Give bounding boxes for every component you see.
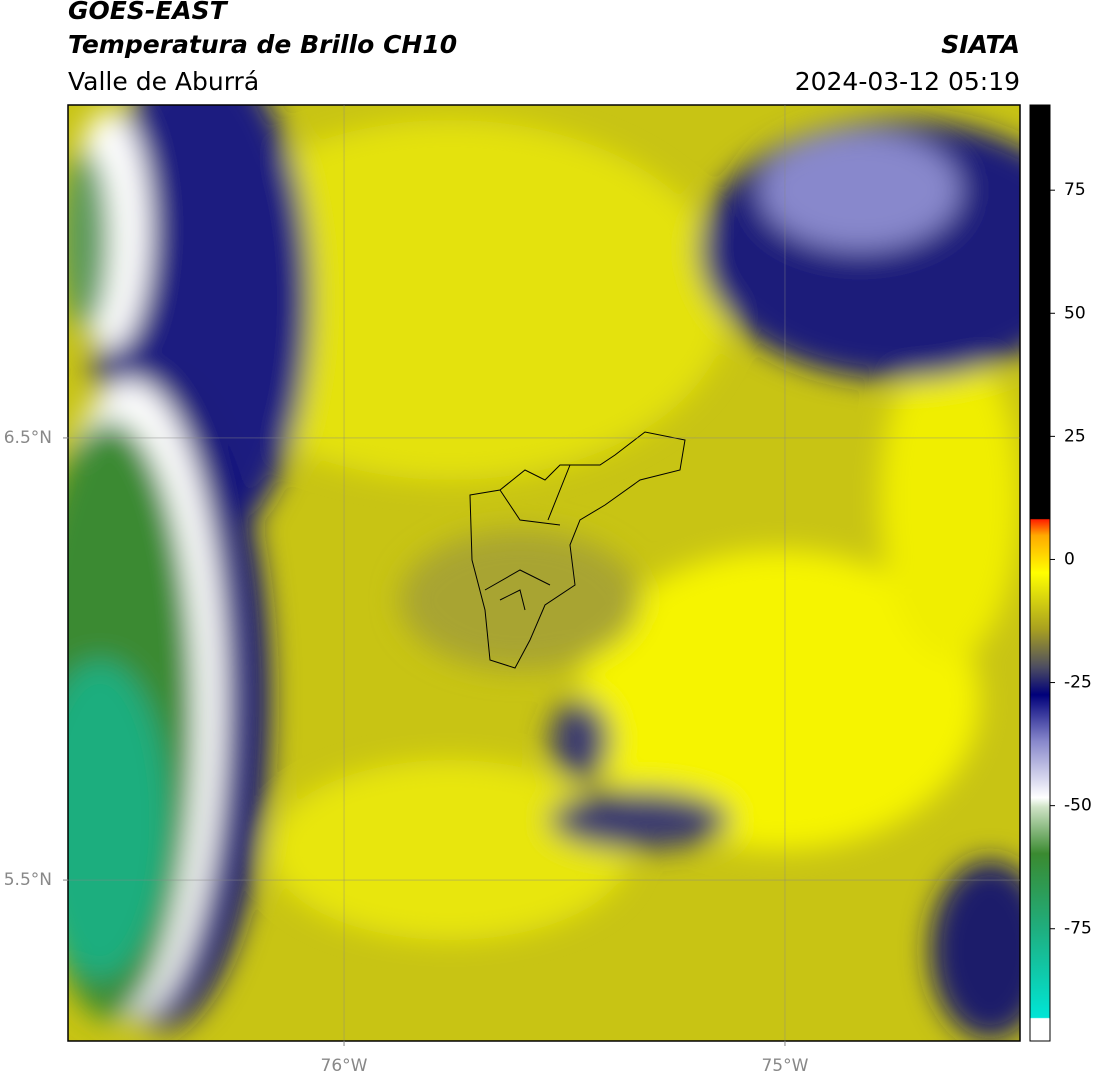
datetime: 2024-03-12 05:19 [795,67,1020,96]
colorbar-tick-label: 75 [1064,180,1086,200]
x-tick-label: 76°W [321,1056,368,1076]
colorbar-tick-label: 50 [1064,303,1086,323]
colorbar-tick-label: -75 [1064,919,1092,939]
map-image [68,105,1020,1041]
map-frame [67,104,1021,1042]
colorbar-tick-label: -50 [1064,796,1092,816]
colorbar [1029,104,1051,1042]
colorbar-tick-label: 25 [1064,426,1086,446]
region: Valle de Aburrá [68,67,259,96]
source: SIATA [941,30,1020,59]
y-tick-label: 5.5°N [4,870,52,890]
x-tick-label: 75°W [761,1056,808,1076]
subtitle: Temperatura de Brillo CH10 [68,30,457,59]
y-tick-label: 6.5°N [4,428,52,448]
title: GOES-EAST [68,0,229,25]
colorbar-tick-label: 0 [1064,549,1075,569]
colorbar-tick-label: -25 [1064,673,1092,693]
